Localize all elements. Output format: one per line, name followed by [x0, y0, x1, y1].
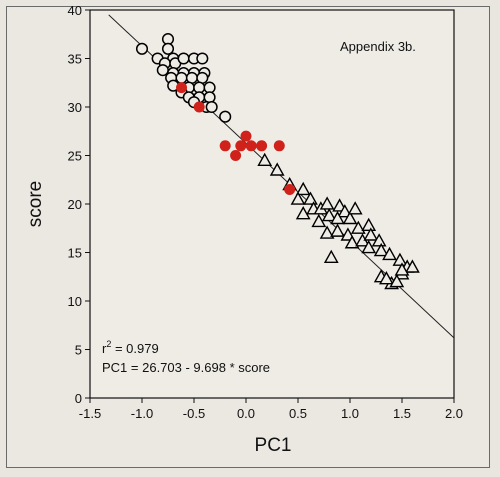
red-circle-point: [193, 101, 205, 113]
triangle-point: [373, 242, 389, 257]
triangle-point: [389, 273, 405, 288]
triangle-point: [319, 225, 335, 239]
x-tick-label: 0.0: [237, 406, 255, 421]
open-circle-point: [175, 71, 188, 84]
open-circle-point: [177, 52, 190, 65]
triangle-point: [350, 220, 366, 234]
triangle-point: [361, 217, 377, 232]
triangle-point: [342, 210, 358, 225]
open-circle-point: [156, 64, 169, 77]
x-tick-label: 0.5: [289, 406, 307, 421]
open-circle-point: [205, 100, 218, 114]
red-circle-point: [219, 140, 231, 152]
r-squared-text: r2 = 0.979: [102, 339, 159, 356]
red-circle-point: [235, 140, 247, 152]
triangle-point: [257, 152, 273, 167]
triangle-point: [337, 204, 353, 218]
triangle-point: [323, 249, 339, 264]
triangle-point: [405, 259, 420, 273]
axis-ticks: [85, 9, 455, 403]
triangle-point: [295, 206, 311, 220]
axis-tick-labels: -1.5 -1.0 -0.5 0.0 0.5 1.0 1.5 2.0 0 5 10 15 20 25 30 3…: [68, 3, 464, 421]
triangle-point: [363, 227, 379, 241]
r-squared-prefix: r: [102, 341, 107, 356]
regression-equation: PC1 = 26.703 - 9.698 * score: [102, 360, 270, 375]
y-tick-label: 15: [68, 246, 82, 261]
triangle-point: [392, 252, 408, 266]
open-circle-point: [219, 110, 232, 123]
x-tick-label: 1.0: [341, 406, 359, 421]
y-tick-label: 0: [75, 391, 82, 406]
triangle-point: [321, 207, 337, 222]
plot-area: [89, 9, 455, 399]
open-circle-point: [196, 52, 209, 65]
triangle-point: [382, 246, 397, 261]
y-tick-label: 10: [68, 294, 82, 309]
open-circle-point: [135, 42, 149, 55]
y-tick-label: 30: [68, 100, 82, 115]
red-circle-point: [284, 183, 296, 195]
x-tick-label: -0.5: [183, 406, 205, 421]
triangle-point: [361, 240, 377, 254]
x-tick-label: 2.0: [445, 406, 463, 421]
triangle-point: [330, 210, 345, 225]
red-circle-point: [245, 140, 257, 152]
x-tick-label: -1.0: [131, 406, 153, 421]
triangle-point: [319, 196, 335, 210]
triangle-point: [379, 271, 394, 285]
y-axis-title: score: [25, 181, 46, 227]
y-tick-label: 25: [68, 149, 82, 164]
y-tick-label: 35: [68, 52, 82, 67]
red-circle-point: [256, 140, 268, 152]
y-tick-label: 40: [68, 3, 82, 18]
triangle-point: [290, 191, 306, 205]
red-circle-point: [176, 82, 188, 94]
red-circle-point: [240, 130, 252, 142]
y-tick-label: 5: [75, 343, 82, 358]
y-tick-label: 20: [68, 197, 82, 212]
red-circle-point: [273, 140, 285, 152]
triangle-point: [347, 201, 363, 215]
triangle-point: [371, 233, 387, 247]
annotation-label: Appendix 3b.: [340, 39, 416, 54]
triangle-point: [311, 213, 327, 228]
open-circle-point: [161, 42, 175, 55]
triangle-point: [330, 223, 345, 237]
x-tick-label: -1.5: [79, 406, 101, 421]
triangle-point: [394, 262, 410, 276]
red-circle-point: [230, 150, 242, 161]
triangle-point: [295, 181, 311, 196]
triangle-point: [344, 235, 360, 249]
r-squared-value: = 0.979: [111, 341, 158, 356]
data-points: [135, 33, 420, 290]
x-axis-title: PC1: [255, 435, 292, 456]
x-tick-label: 1.5: [393, 406, 411, 421]
triangle-point: [269, 162, 285, 176]
r-squared-superscript: 2: [106, 339, 111, 349]
